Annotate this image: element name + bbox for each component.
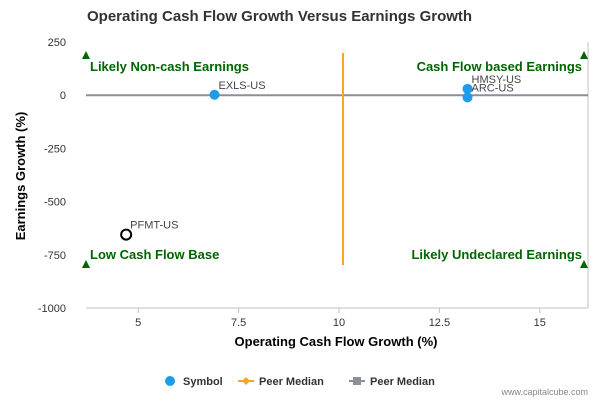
data-point[interactable] xyxy=(209,89,220,100)
point-label: PFMT-US xyxy=(130,220,178,232)
quadrant-label-bottom-right: Likely Undeclared Earnings xyxy=(411,247,582,262)
legend-square-marker xyxy=(353,377,361,385)
point-label: HMSY-US xyxy=(472,74,522,86)
quadrant-label-bottom-left: Low Cash Flow Base xyxy=(90,247,219,262)
y-ticks: 250 0 -250 -500 -750 -1000 xyxy=(38,37,66,315)
legend-label: Peer Median xyxy=(370,376,435,388)
x-tick-label: 10 xyxy=(333,317,345,329)
x-tick-label: 5 xyxy=(135,317,141,329)
quadrant-triangle-marker xyxy=(580,260,588,268)
data-point[interactable] xyxy=(120,228,133,241)
x-tick-label: 15 xyxy=(534,317,546,329)
data-point[interactable] xyxy=(462,83,473,94)
quadrant-label-top-left: Likely Non-cash Earnings xyxy=(90,59,249,74)
legend-symbol-marker xyxy=(165,376,175,386)
y-tick-label: -1000 xyxy=(38,303,66,315)
quadrant-triangle-marker xyxy=(82,51,90,59)
quadrant-triangle-marker xyxy=(82,260,90,268)
legend-label: Symbol xyxy=(183,376,223,388)
legend-label: Peer Median xyxy=(259,376,324,388)
y-tick-label: -250 xyxy=(44,143,66,155)
y-axis-title: Earnings Growth (%) xyxy=(13,112,28,241)
legend: Symbol Peer Median Peer Median xyxy=(165,376,435,388)
quadrant-markers xyxy=(82,51,588,268)
x-ticks: 5 7.5 10 12.5 15 xyxy=(135,308,546,329)
legend-diamond-marker xyxy=(242,377,250,385)
x-axis-title: Operating Cash Flow Growth (%) xyxy=(235,334,438,349)
y-tick-label: -500 xyxy=(44,197,66,209)
x-tick-label: 12.5 xyxy=(429,317,450,329)
point-label: EXLS-US xyxy=(219,80,266,92)
chart-title: Operating Cash Flow Growth Versus Earnin… xyxy=(87,8,472,25)
quadrant-label-top-right: Cash Flow based Earnings xyxy=(417,59,582,74)
point-label: ARC-US xyxy=(472,82,514,94)
y-tick-label: 250 xyxy=(48,37,66,49)
y-tick-label: 0 xyxy=(60,90,66,102)
watermark-text: www.capitalcube.com xyxy=(500,387,588,397)
plot-area: 5 7.5 10 12.5 15 250 0 -250 -500 -750 -1000 Likel… xyxy=(38,37,589,329)
quadrant-triangle-marker xyxy=(580,51,588,59)
y-tick-label: -750 xyxy=(44,250,66,262)
data-point[interactable] xyxy=(462,92,473,103)
x-tick-label: 7.5 xyxy=(231,317,246,329)
